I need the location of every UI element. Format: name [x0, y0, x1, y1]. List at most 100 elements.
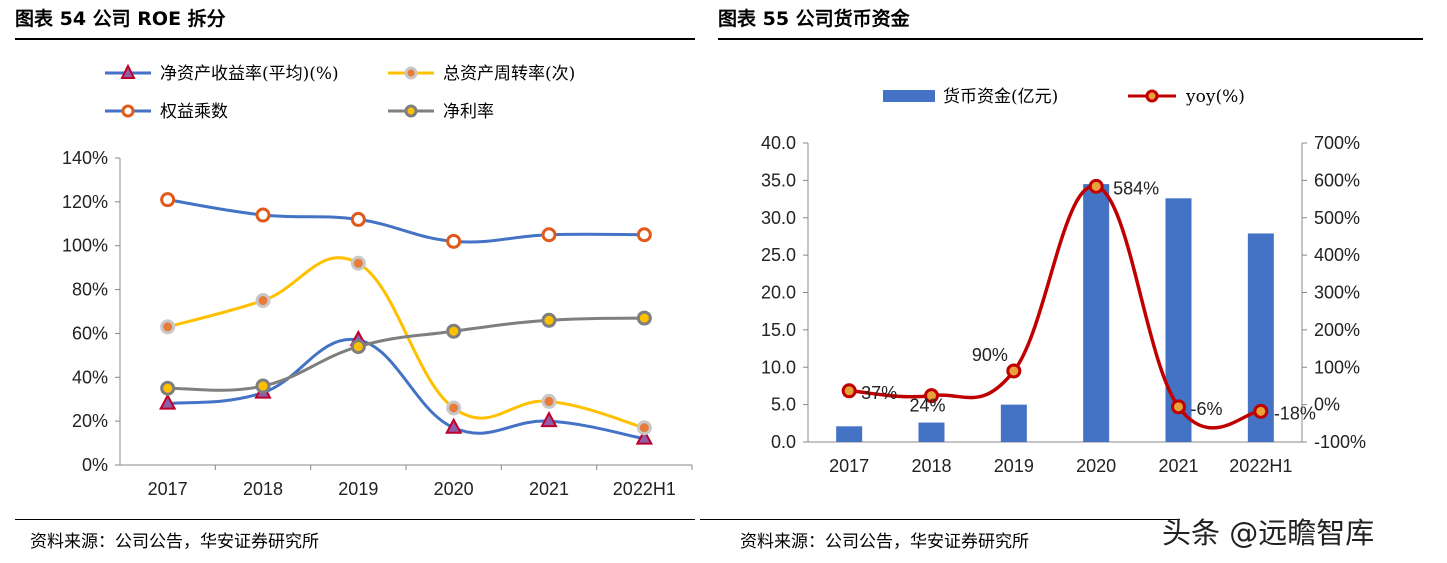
right-x-tick-label: 2020	[1076, 456, 1116, 476]
left-legend-marker	[404, 104, 418, 118]
left-marker-point	[160, 380, 176, 396]
right-yoy-marker	[841, 383, 857, 399]
left-x-tick-label: 2017	[148, 479, 188, 499]
right-bottom-rule	[700, 519, 1180, 520]
right-y2-tick-label: 100%	[1314, 357, 1360, 377]
left-marker-triangle	[158, 393, 177, 410]
left-legend-label: 权益乘数	[160, 102, 228, 122]
roe-breakdown-chart: 净资产收益率(平均)(%) 总资产周转率(次) 权益乘数 净利率 0% 20% 40% 60…	[62, 63, 693, 499]
left-chart-title: 图表 54 公司 ROE 拆分	[15, 8, 226, 30]
right-x-tick-label: 2021	[1158, 456, 1198, 476]
right-yoy-data-label: 584%	[1113, 178, 1159, 198]
right-x-tick-label: 2017	[829, 456, 869, 476]
left-x-tick-label: 2022H1	[613, 479, 676, 499]
right-x-tick-label: 2019	[994, 456, 1034, 476]
left-marker-point	[255, 293, 271, 309]
right-legend: 货币资金(亿元) yoy(%)	[883, 87, 1245, 107]
right-y-tick-label: 20.0	[761, 283, 796, 303]
right-legend-bar-label: 货币资金(亿元)	[943, 87, 1058, 107]
left-bottom-rule	[15, 519, 695, 520]
right-yoy-marker	[924, 388, 939, 404]
left-series-line	[167, 198, 645, 244]
left-marker-point	[541, 227, 557, 243]
right-y2-tick-label: 0%	[1314, 395, 1340, 415]
left-legend-marker	[120, 63, 136, 79]
left-marker-triangle	[635, 428, 654, 445]
left-marker-point	[160, 319, 176, 335]
left-y-tick-label: 40%	[72, 367, 108, 387]
left-x-tick-label: 2018	[243, 479, 283, 499]
right-y-tick-label: 15.0	[761, 320, 796, 340]
right-y-tick-label: 10.0	[761, 357, 796, 377]
right-y2-tick-label: 500%	[1314, 208, 1360, 228]
left-marker-triangle	[540, 411, 558, 428]
left-marker-point	[636, 310, 652, 326]
left-marker-point	[636, 420, 652, 436]
left-x-tick-label: 2020	[434, 479, 474, 499]
left-marker-point	[541, 393, 557, 409]
left-series-line	[167, 316, 645, 392]
right-yoy-path	[849, 184, 1262, 430]
right-yoy-marker	[1088, 178, 1104, 194]
cash-chart: 货币资金(亿元) yoy(%) 0.0 5.0 10.0 15.0 20.0 25.0 30.…	[761, 87, 1366, 476]
left-y-tick-label: 20%	[72, 411, 108, 431]
right-source-note: 资料来源：公司公告，华安证券研究所	[740, 532, 1029, 552]
right-axes: 0.0 5.0 10.0 15.0 20.0 25.0 30.0 35.0 40.0 -100% 0…	[761, 133, 1366, 476]
left-axes: 0% 20% 40% 60% 80% 100% 120% 140% 2017 2018 2019 20…	[62, 148, 693, 499]
right-chart-title: 图表 55 公司货币资金	[718, 8, 910, 30]
right-yoy-data-label: 37%	[861, 383, 897, 403]
left-legend-marker	[121, 104, 135, 118]
right-legend-bar-swatch	[883, 90, 935, 102]
left-legend: 净资产收益率(平均)(%) 总资产周转率(次) 权益乘数 净利率	[105, 63, 575, 122]
left-y-tick-label: 100%	[62, 236, 108, 256]
left-marker-point	[350, 211, 366, 227]
right-bar	[836, 426, 863, 442]
right-y-tick-label: 0.0	[771, 432, 796, 452]
left-source-note: 资料来源：公司公告，华安证券研究所	[30, 532, 319, 552]
left-marker-point	[255, 207, 271, 223]
right-yoy-line: 37% 24% 90% 584% -6% -18%	[841, 178, 1316, 430]
left-marker-point	[636, 227, 652, 243]
left-marker-point	[350, 255, 366, 271]
right-y2-tick-label: 700%	[1314, 133, 1360, 153]
right-legend-line-label: yoy(%)	[1185, 87, 1245, 107]
right-bar	[1083, 184, 1110, 443]
right-yoy-data-label: 24%	[909, 396, 945, 416]
right-y2-tick-label: 300%	[1314, 283, 1360, 303]
right-x-tick-label: 2022H1	[1229, 456, 1292, 476]
right-legend-line-marker	[1145, 89, 1159, 103]
right-yoy-marker	[1006, 363, 1022, 379]
left-legend-label: 净资产收益率(平均)(%)	[160, 64, 339, 84]
left-x-tick-label: 2019	[338, 479, 378, 499]
right-y2-tick-label: 200%	[1314, 320, 1360, 340]
right-bar	[1000, 404, 1027, 442]
left-marker-point	[446, 233, 462, 249]
watermark: 头条 @远瞻智库	[1162, 516, 1375, 550]
right-bar	[918, 422, 945, 442]
left-marker-point	[255, 378, 271, 394]
left-marker-point	[446, 323, 462, 339]
right-y-tick-label: 40.0	[761, 133, 796, 153]
right-y-tick-label: 30.0	[761, 208, 796, 228]
left-legend-label: 净利率	[443, 102, 494, 122]
left-series	[158, 192, 654, 445]
left-y-tick-label: 0%	[82, 455, 108, 475]
left-marker-point	[350, 339, 366, 355]
right-yoy-marker	[1253, 403, 1269, 419]
right-yoy-data-label: -18%	[1274, 403, 1316, 423]
right-y-tick-label: 5.0	[771, 395, 796, 415]
left-marker-point	[541, 312, 557, 328]
right-bars	[836, 184, 1274, 443]
left-marker-point	[160, 192, 176, 208]
right-y2-tick-label: -100%	[1314, 432, 1366, 452]
left-legend-label: 总资产周转率(次)	[443, 64, 575, 84]
left-x-tick-label: 2021	[529, 479, 569, 499]
left-legend-marker	[404, 66, 418, 80]
right-y-tick-label: 35.0	[761, 170, 796, 190]
right-y-tick-label: 25.0	[761, 245, 796, 265]
right-yoy-marker	[1171, 399, 1186, 415]
right-top-rule	[718, 38, 1423, 40]
left-top-rule	[15, 38, 695, 40]
left-marker-triangle	[444, 417, 463, 434]
left-series-line	[167, 256, 645, 430]
